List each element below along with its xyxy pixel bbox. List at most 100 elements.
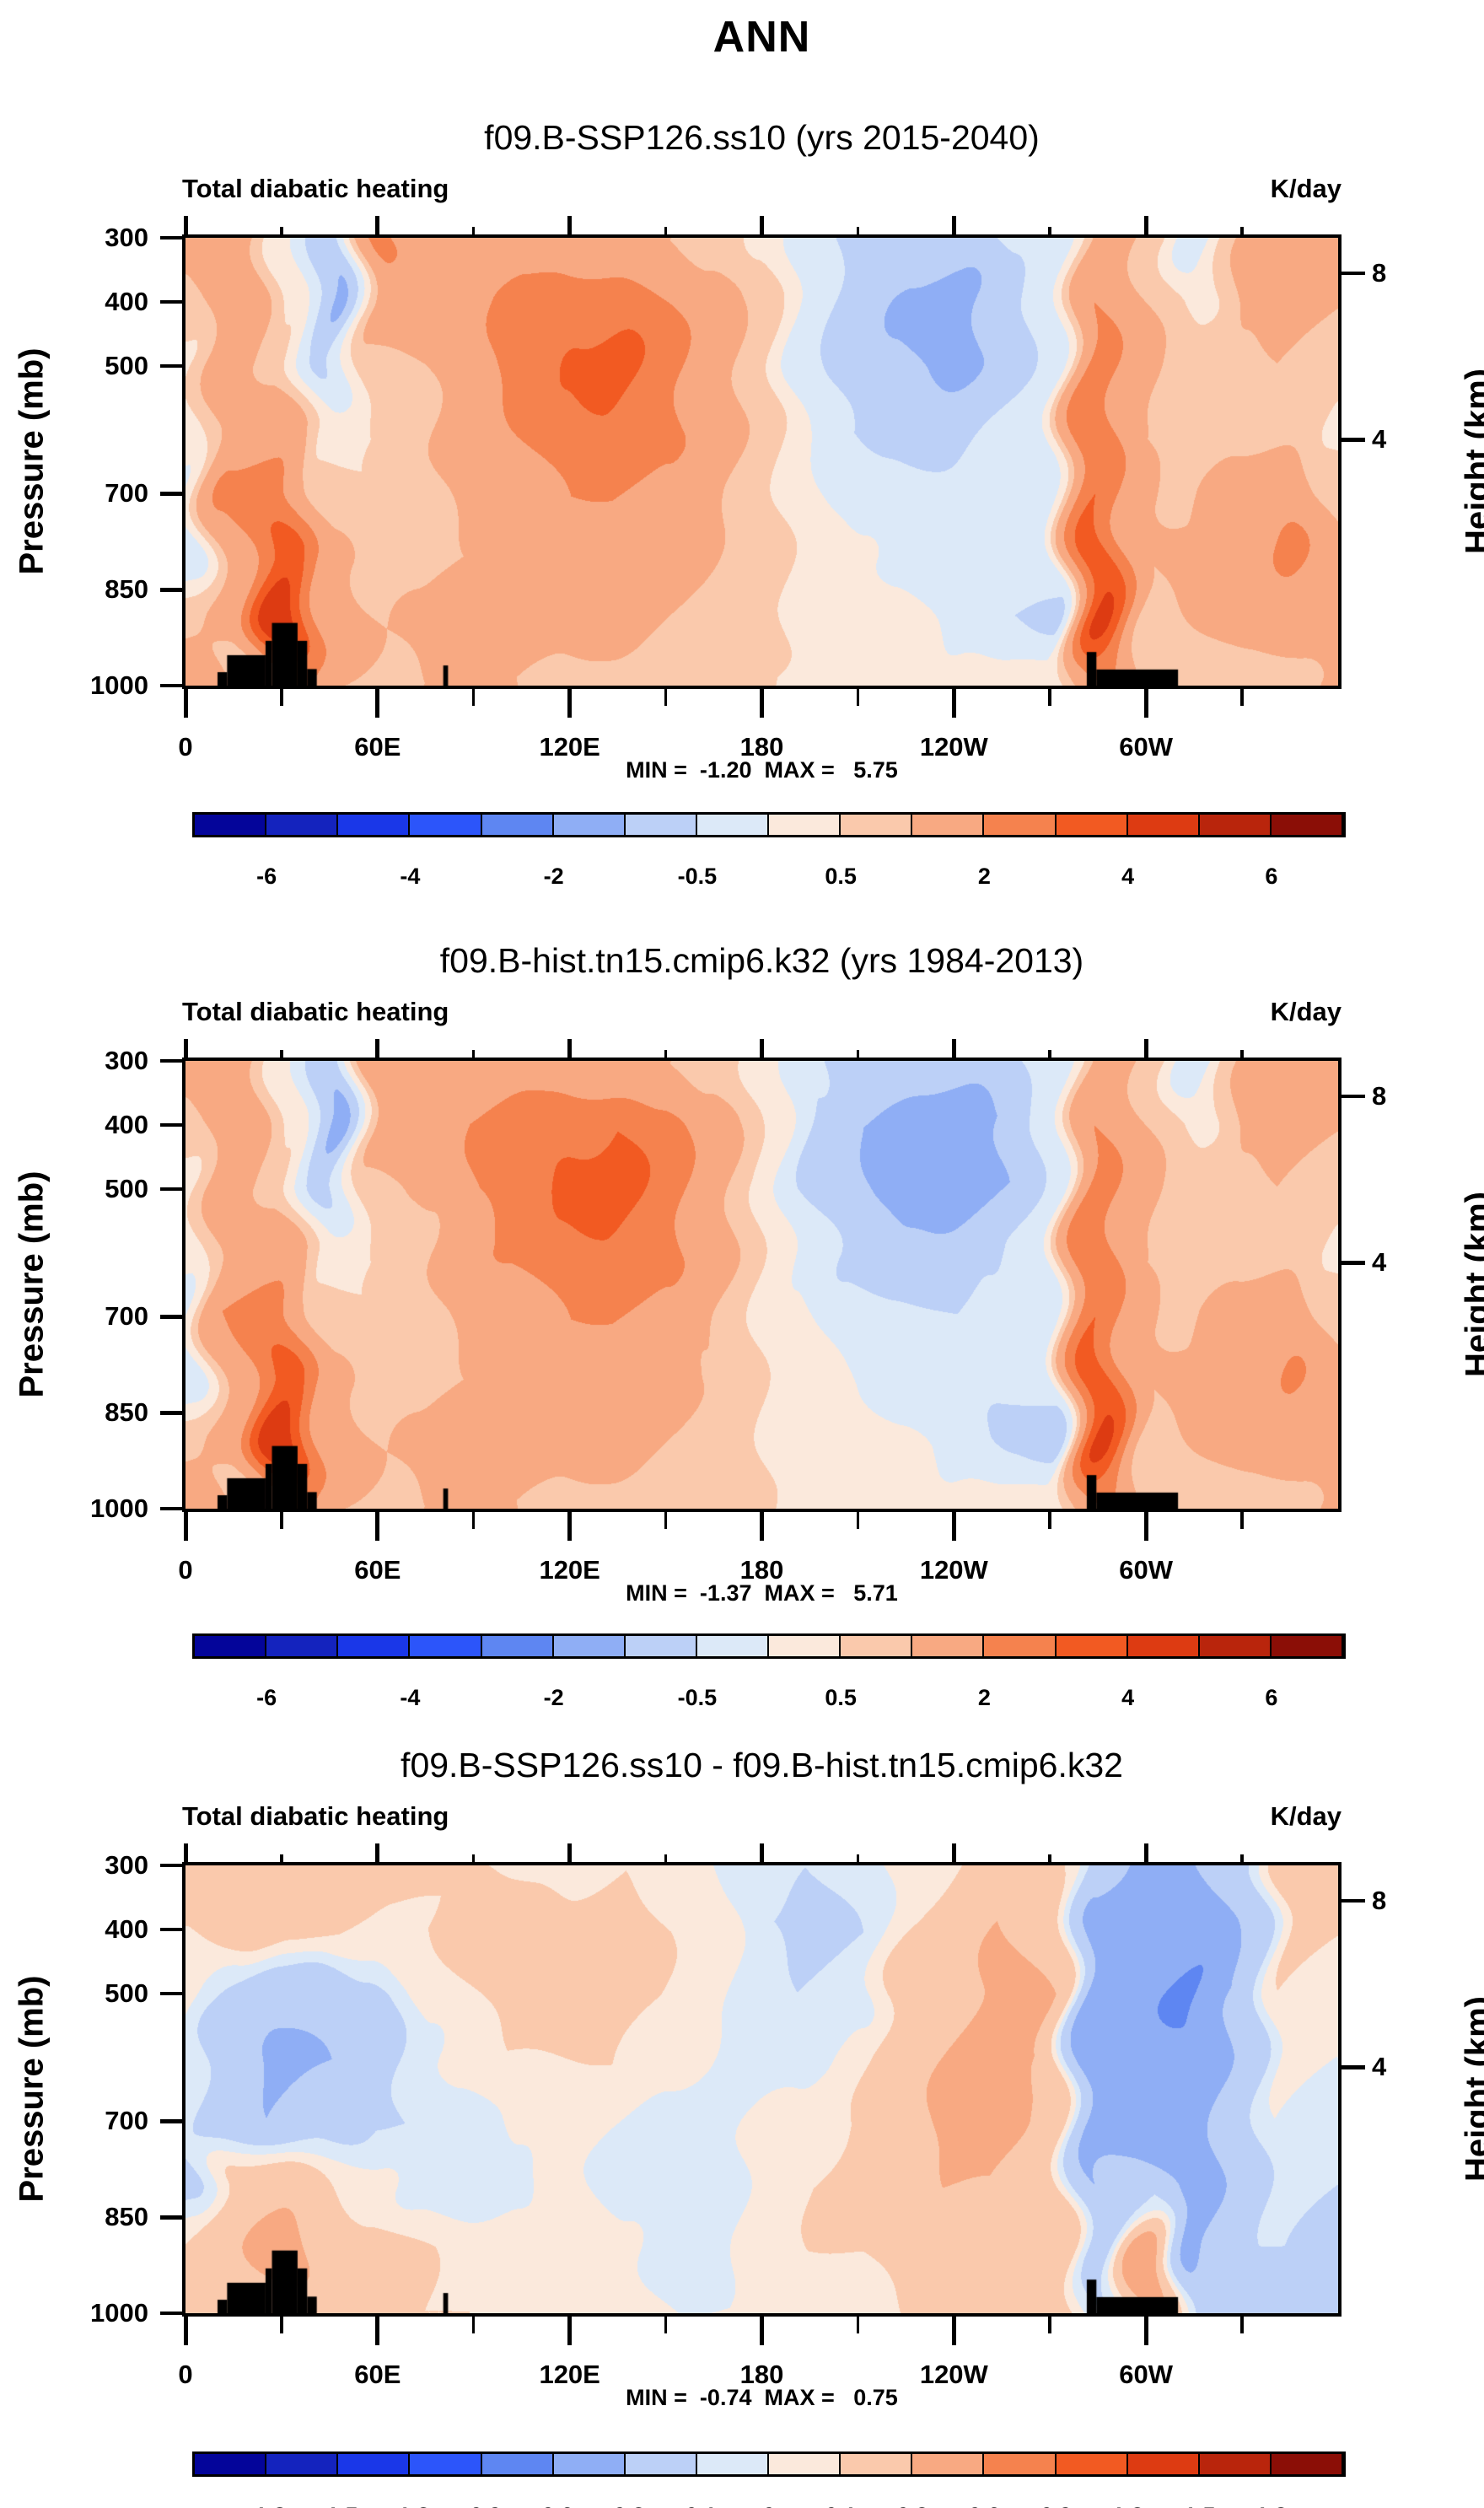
colorbar-cell <box>266 1636 339 1656</box>
colorbar-cell <box>266 2454 339 2474</box>
colorbar-cell <box>1127 815 1200 835</box>
variable-label: Total diabatic heating <box>182 997 449 1026</box>
longitude-tick-major-top <box>375 216 380 238</box>
height-tick <box>1338 1261 1365 1265</box>
longitude-tick-minor-top <box>471 1050 476 1061</box>
colorbar-tick-label: -4 <box>400 1685 421 1710</box>
longitude-tick-label: 120W <box>919 2360 988 2389</box>
colorbar-cell <box>1199 2454 1272 2474</box>
colorbar-cell <box>625 2454 697 2474</box>
pressure-tick <box>160 299 186 304</box>
height-tick-label: 4 <box>1372 2052 1387 2082</box>
colorbar-tick-label: -1.8 <box>216 2503 317 2508</box>
longitude-tick-major <box>567 1509 573 1541</box>
panel-title: f09.B-SSP126.ss10 - f09.B-hist.tn15.cmip… <box>401 1746 1123 1784</box>
longitude-tick-label: 120W <box>919 1555 988 1585</box>
colorbar-cell <box>841 815 913 835</box>
longitude-tick-label: 60W <box>1119 732 1174 762</box>
pressure-tick <box>160 1411 186 1415</box>
panel-difference: f09.B-SSP126.ss10 - f09.B-hist.tn15.cmip… <box>13 1746 1484 2508</box>
pressure-axis-title: Pressure (mb) <box>13 1171 51 1398</box>
longitude-tick-label: 60W <box>1119 1555 1174 1585</box>
pressure-tick <box>160 2311 186 2316</box>
colorbar-tick-label: 2 <box>977 864 991 889</box>
longitude-tick-label: 120E <box>539 732 600 762</box>
colorbar-tick-label: 0.1 <box>790 2503 891 2508</box>
longitude-tick-major <box>375 1509 380 1541</box>
pressure-tick-label: 1000 <box>90 1493 148 1523</box>
longitude-tick-major <box>183 1509 188 1541</box>
longitude-tick-minor-top <box>856 1050 860 1061</box>
colorbar-tick-label: -6 <box>256 1685 277 1710</box>
heatmap-plot: 300 400 500 700 850 1000 8 4 0 60E 120E 180 120W 60W <box>90 1039 1386 1585</box>
colorbar-cell <box>696 815 769 835</box>
colorbar-tick-label: -2 <box>543 1685 564 1710</box>
colorbar-cell <box>553 1636 626 1656</box>
longitude-tick-major <box>183 686 188 718</box>
pressure-tick-label: 300 <box>105 1046 148 1075</box>
longitude-tick-major <box>183 2313 188 2345</box>
longitude-tick-label: 60E <box>354 2360 401 2389</box>
pressure-tick-label: 700 <box>105 2106 148 2136</box>
longitude-tick-major <box>760 2313 764 2345</box>
longitude-tick-label: 0 <box>178 2360 193 2389</box>
colorbar-tick-label: -0.6 <box>503 2503 605 2508</box>
colorbar-cell <box>553 815 626 835</box>
heatmap-plot: 300 400 500 700 850 1000 8 4 0 60E 120E 180 120W 60W <box>90 216 1386 762</box>
longitude-tick-major <box>375 2313 380 2345</box>
pressure-tick-label: 400 <box>105 286 148 316</box>
longitude-tick-label: 180 <box>739 1555 784 1585</box>
longitude-tick-minor <box>664 1509 668 1529</box>
height-axis-title: Height (km) <box>1459 1996 1484 2182</box>
height-tick-label: 8 <box>1372 1885 1387 1915</box>
colorbar-cell <box>1127 2454 1200 2474</box>
height-tick <box>1338 1094 1365 1099</box>
pressure-tick-label: 400 <box>105 1913 148 1944</box>
height-tick <box>1338 438 1365 442</box>
colorbar-tick-label: 1.5 <box>1149 2503 1250 2508</box>
colorbar-cell <box>338 815 411 835</box>
longitude-tick-minor <box>280 1509 283 1529</box>
colorbar-cell <box>696 1636 769 1656</box>
colorbar-cell <box>1127 1636 1200 1656</box>
longitude-tick-minor <box>1240 2313 1244 2333</box>
colorbar-cell <box>769 1636 841 1656</box>
longitude-tick-major <box>1143 686 1148 718</box>
pressure-tick <box>160 2215 186 2220</box>
colorbar-cell <box>912 815 985 835</box>
colorbar: -6 -4 -2 -0.5 0.5 2 4 6 <box>192 812 1346 889</box>
height-tick-label: 8 <box>1372 1080 1387 1111</box>
colorbar-cell <box>481 1636 554 1656</box>
longitude-tick-minor-top <box>856 227 860 238</box>
colorbar-cell <box>1271 815 1343 835</box>
pressure-tick-label: 850 <box>105 1397 148 1428</box>
height-tick <box>1338 1898 1365 1903</box>
height-axis-title: Height (km) <box>1459 369 1484 554</box>
heatmap-plot: 300 400 500 700 850 1000 8 4 0 60E 120E 180 120W 60W <box>90 1843 1386 2389</box>
heatmap-canvas <box>186 238 1338 686</box>
colorbar-tick-label: 1.2 <box>1078 2503 1179 2508</box>
colorbar: -1.8-1.5-1.2-0.9-0.6-0.3-0.100.10.30.60.… <box>192 2451 1346 2508</box>
units-label: K/day <box>1270 174 1342 203</box>
pressure-tick-label: 1000 <box>90 2298 148 2328</box>
pressure-tick-label: 400 <box>105 1109 148 1139</box>
colorbar-cell <box>912 2454 985 2474</box>
colorbar-cell <box>625 815 697 835</box>
colorbar: -6 -4 -2 -0.5 0.5 2 4 6 <box>192 1633 1346 1710</box>
colorbar-cell <box>841 1636 913 1656</box>
colorbar-cell <box>481 2454 554 2474</box>
longitude-tick-major-top <box>1143 216 1148 238</box>
pressure-tick <box>160 1058 186 1063</box>
colorbar-tick-label: -0.9 <box>432 2503 533 2508</box>
colorbar-tick-label: -6 <box>256 864 277 889</box>
longitude-tick-major-top <box>1143 1843 1148 1865</box>
longitude-tick-major-top <box>760 1039 764 1061</box>
colorbar-tick-label: 6 <box>1265 864 1278 889</box>
colorbar-tick-label: 0.6 <box>933 2503 1035 2508</box>
minmax-label: MIN = -1.20 MAX = 5.75 <box>626 757 898 783</box>
colorbar-cell <box>266 815 339 835</box>
longitude-tick-minor <box>1048 1509 1051 1529</box>
longitude-tick-minor-top <box>1240 227 1244 238</box>
height-tick-label: 4 <box>1372 1247 1387 1278</box>
